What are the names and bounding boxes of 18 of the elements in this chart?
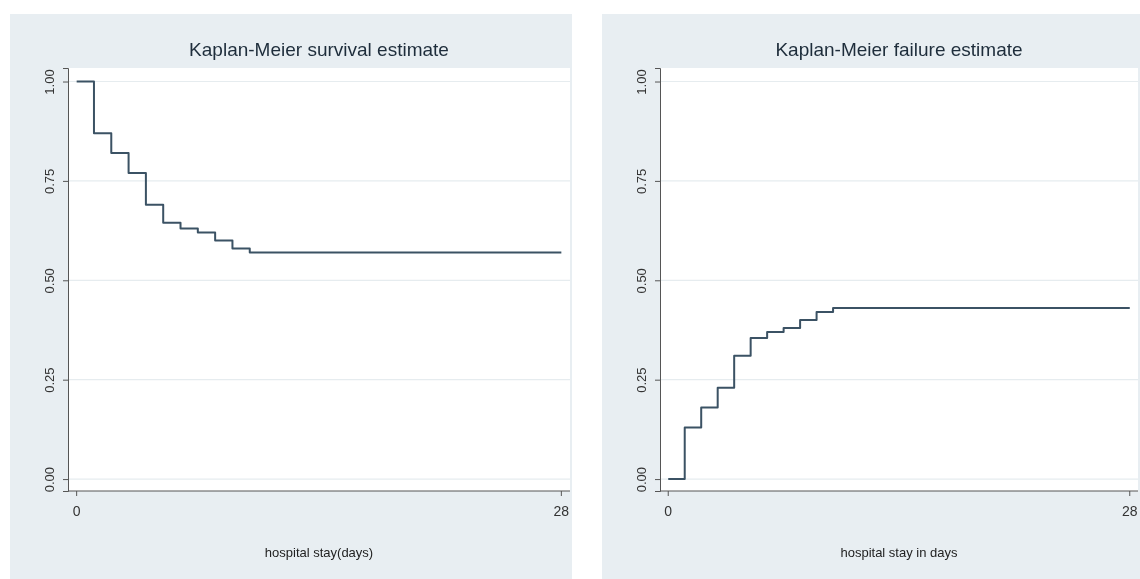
y-tick-label: 1.00: [42, 69, 57, 95]
chart-title: Kaplan-Meier survival estimate: [189, 39, 449, 60]
y-tick-label: 0.75: [42, 168, 57, 195]
y-tick-label: 0.75: [634, 168, 649, 195]
x-tick-label: 0: [664, 503, 673, 519]
y-tick-label: 1.00: [634, 69, 649, 95]
y-tick-label: 0.50: [42, 268, 57, 294]
y-tick-label: 0.00: [634, 466, 649, 493]
y-tick-label: 0.50: [634, 268, 649, 294]
y-tick-label: 0.00: [42, 466, 57, 493]
x-tick-label: 0: [72, 503, 81, 519]
x-tick-label: 28: [553, 503, 570, 519]
x-axis-title: hospital stay in days: [840, 545, 959, 560]
x-tick-label: 28: [1121, 503, 1138, 519]
y-tick-label: 0.25: [42, 367, 57, 393]
chart-title: Kaplan-Meier failure estimate: [775, 39, 1023, 60]
x-axis-title: hospital stay(days): [264, 545, 374, 560]
y-tick-label: 0.25: [634, 367, 649, 393]
